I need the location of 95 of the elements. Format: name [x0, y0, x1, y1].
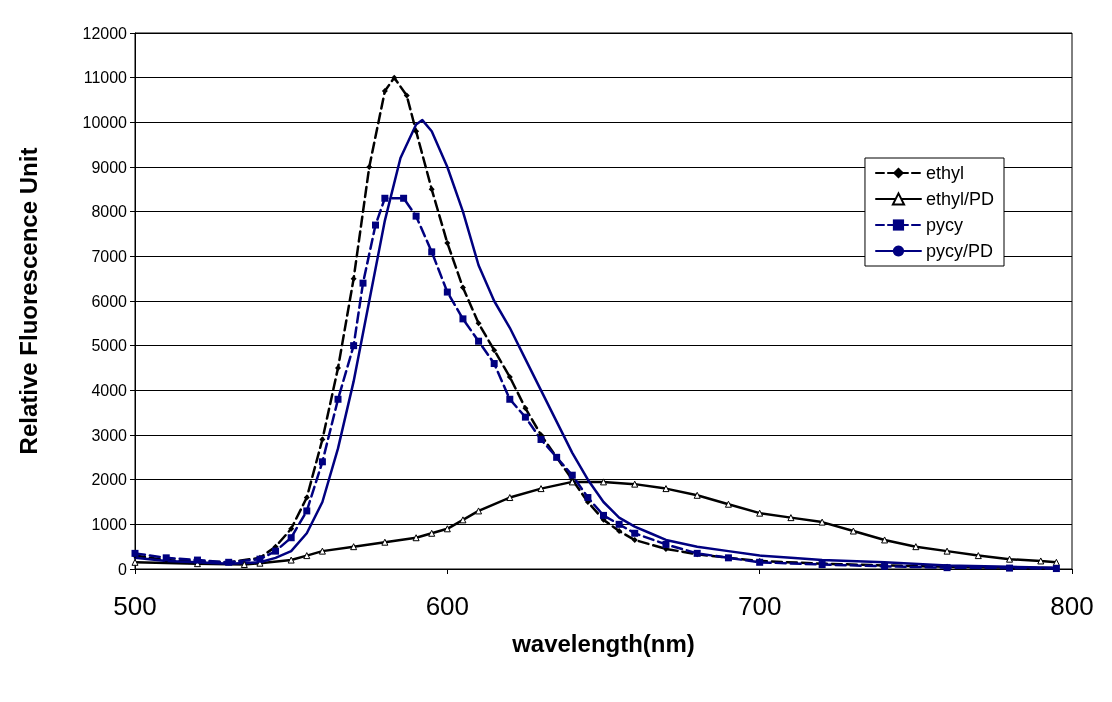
y-tick-label: 5000: [91, 337, 128, 355]
y-tick-label: 12000: [82, 24, 128, 42]
point: [335, 365, 342, 371]
y-tick-label: 2000: [91, 471, 128, 489]
point: [412, 212, 420, 220]
point: [428, 248, 436, 256]
point: [600, 511, 607, 519]
point: [428, 186, 435, 193]
point: [413, 128, 420, 135]
point: [366, 164, 373, 170]
point: [459, 284, 466, 291]
point: [475, 320, 482, 327]
point: [287, 534, 295, 542]
y-axis-title: Relative Fluorescence Unit: [14, 147, 42, 455]
y-tick-label: 9000: [91, 158, 128, 176]
point: [522, 405, 529, 412]
x-tick-label: 600: [425, 591, 470, 621]
point: [537, 435, 545, 443]
point: [693, 491, 701, 499]
point: [240, 561, 248, 569]
point: [631, 529, 639, 537]
legend-label: pycy/PD: [925, 241, 993, 261]
legend-label: ethyl: [925, 163, 964, 183]
point: [359, 279, 367, 287]
x-tick-label: 500: [113, 591, 157, 621]
y-tick-label: 7000: [91, 247, 128, 265]
point: [272, 547, 280, 555]
x-tick-label: 700: [737, 591, 782, 621]
point: [444, 239, 451, 246]
point: [475, 337, 483, 345]
point: [303, 507, 311, 515]
point: [600, 478, 607, 486]
x-axis-title: wavelength(nm): [511, 629, 695, 657]
point: [381, 194, 389, 202]
y-tick-label: 8000: [91, 203, 128, 221]
point: [428, 529, 436, 537]
point: [943, 547, 951, 555]
point: [334, 395, 342, 403]
point: [287, 556, 295, 564]
y-tick-label: 6000: [91, 292, 128, 310]
point: [521, 413, 529, 421]
point: [506, 373, 513, 380]
point: [491, 347, 498, 354]
point: [303, 552, 311, 560]
point: [350, 543, 358, 551]
point: [724, 500, 732, 508]
point: [662, 540, 670, 548]
point: [616, 528, 623, 535]
point: [537, 485, 545, 493]
point: [372, 221, 379, 229]
point: [615, 520, 623, 528]
point: [381, 538, 389, 546]
point: [974, 552, 982, 560]
point: [475, 507, 483, 515]
y-tick-label: 0: [118, 560, 128, 578]
point: [412, 534, 420, 542]
point: [584, 494, 592, 502]
y-tick-label: 3000: [91, 426, 128, 444]
y-tick-label: 10000: [82, 113, 128, 131]
point: [490, 360, 498, 368]
point: [350, 342, 358, 350]
point: [319, 436, 326, 443]
point: [756, 509, 764, 517]
point: [1006, 555, 1014, 563]
legend-label: pycy: [925, 215, 963, 235]
point: [403, 92, 410, 99]
point: [303, 494, 310, 501]
y-tick-label: 4000: [91, 381, 128, 399]
point: [318, 458, 326, 466]
y-tick-label: 1000: [91, 515, 128, 533]
point: [459, 315, 467, 323]
point: [1037, 557, 1045, 565]
point: [818, 518, 826, 526]
y-tick-label: 11000: [83, 69, 128, 87]
point: [631, 536, 638, 543]
point: [400, 194, 408, 202]
point: [443, 288, 451, 296]
point: [568, 471, 576, 479]
point: [787, 514, 795, 522]
point: [506, 395, 514, 403]
point: [350, 275, 357, 282]
point: [381, 88, 388, 95]
point: [506, 494, 514, 502]
point: [912, 543, 920, 551]
point: [318, 547, 326, 555]
point: [881, 536, 889, 544]
point: [849, 527, 857, 535]
point: [459, 516, 467, 524]
point: [288, 525, 295, 532]
legend-label: ethyl/PD: [925, 189, 994, 209]
x-tick-label: 800: [1050, 591, 1094, 621]
point: [631, 480, 639, 488]
point: [662, 485, 670, 493]
point: [443, 525, 451, 533]
point: [391, 74, 398, 81]
